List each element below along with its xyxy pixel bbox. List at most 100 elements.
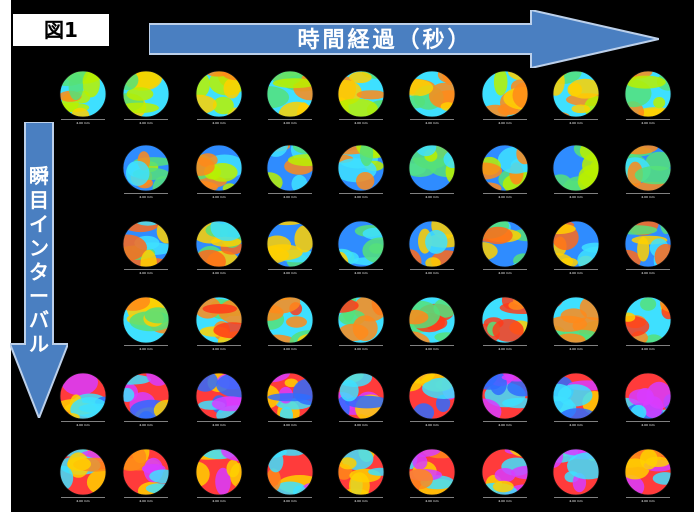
scale-label: 4.00 mm [641, 347, 655, 351]
scale-label: 4.00 mm [354, 423, 368, 427]
topography-map: 4.00 mm [266, 372, 314, 428]
scale-label: 4.00 mm [498, 499, 512, 503]
topography-map: 4.00 mm [59, 70, 107, 126]
scale-label: 4.00 mm [139, 423, 153, 427]
topography-map: 4.00 mm [552, 220, 600, 276]
figure-label: 図1 [13, 14, 109, 46]
topography-map: 4.00 mm [266, 448, 314, 504]
scale-label: 4.00 mm [498, 121, 512, 125]
topography-map: 4.00 mm [624, 448, 672, 504]
scale-label: 4.00 mm [212, 121, 226, 125]
topography-map: 4.00 mm [122, 70, 170, 126]
topography-map: 4.00 mm [481, 220, 529, 276]
scale-label: 4.00 mm [569, 499, 583, 503]
scale-label: 4.00 mm [569, 423, 583, 427]
scale-label: 4.00 mm [641, 271, 655, 275]
topography-map: 4.00 mm [337, 144, 385, 200]
topography-map: 4.00 mm [195, 448, 243, 504]
scale-label: 4.00 mm [76, 423, 90, 427]
scale-label: 4.00 mm [425, 347, 439, 351]
topography-map: 4.00 mm [481, 296, 529, 352]
topography-map: 4.00 mm [552, 372, 600, 428]
topography-map: 4.00 mm [552, 296, 600, 352]
scale-label: 4.00 mm [425, 271, 439, 275]
topography-map: 4.00 mm [195, 372, 243, 428]
scale-label: 4.00 mm [139, 121, 153, 125]
scale-label: 4.00 mm [569, 271, 583, 275]
topography-map: 4.00 mm [481, 70, 529, 126]
topography-map: 4.00 mm [408, 296, 456, 352]
topography-map: 4.00 mm [408, 372, 456, 428]
topography-map: 4.00 mm [122, 296, 170, 352]
topography-map: 4.00 mm [337, 448, 385, 504]
topography-map: 4.00 mm [266, 144, 314, 200]
time-axis-label: 時間経過（秒） [297, 28, 473, 53]
topography-map: 4.00 mm [481, 372, 529, 428]
scale-label: 4.00 mm [569, 195, 583, 199]
blink-interval-axis-label: 瞬目インターバル [29, 164, 49, 356]
topography-map: 4.00 mm [59, 448, 107, 504]
time-axis-arrow-shape [149, 10, 659, 68]
topography-map: 4.00 mm [59, 372, 107, 428]
scale-label: 4.00 mm [139, 271, 153, 275]
topography-map: 4.00 mm [552, 448, 600, 504]
scale-label: 4.00 mm [641, 423, 655, 427]
topography-map: 4.00 mm [122, 372, 170, 428]
topography-map: 4.00 mm [122, 144, 170, 200]
topography-map: 4.00 mm [552, 144, 600, 200]
scale-label: 4.00 mm [212, 195, 226, 199]
scale-label: 4.00 mm [498, 271, 512, 275]
topography-map: 4.00 mm [408, 220, 456, 276]
scale-label: 4.00 mm [569, 347, 583, 351]
topography-map: 4.00 mm [624, 70, 672, 126]
topography-map: 4.00 mm [624, 144, 672, 200]
scale-label: 4.00 mm [283, 423, 297, 427]
topography-map: 4.00 mm [266, 70, 314, 126]
topography-map: 4.00 mm [266, 296, 314, 352]
scale-label: 4.00 mm [283, 271, 297, 275]
scale-label: 4.00 mm [641, 195, 655, 199]
scale-label: 4.00 mm [139, 347, 153, 351]
topography-map: 4.00 mm [195, 144, 243, 200]
blink-interval-arrow-shape [10, 122, 68, 418]
scale-label: 4.00 mm [425, 195, 439, 199]
scale-label: 4.00 mm [354, 347, 368, 351]
scale-label: 4.00 mm [425, 423, 439, 427]
scale-label: 4.00 mm [354, 499, 368, 503]
scale-label: 4.00 mm [498, 423, 512, 427]
topography-map: 4.00 mm [266, 220, 314, 276]
scale-label: 4.00 mm [139, 499, 153, 503]
topography-map: 4.00 mm [337, 70, 385, 126]
topography-map: 4.00 mm [122, 220, 170, 276]
topography-map: 4.00 mm [195, 220, 243, 276]
scale-label: 4.00 mm [641, 499, 655, 503]
scale-label: 4.00 mm [498, 347, 512, 351]
scale-label: 4.00 mm [212, 271, 226, 275]
topography-map: 4.00 mm [195, 296, 243, 352]
scale-label: 4.00 mm [425, 121, 439, 125]
topography-map: 4.00 mm [337, 372, 385, 428]
time-axis-arrow [149, 10, 659, 68]
scale-label: 4.00 mm [569, 121, 583, 125]
topography-map: 4.00 mm [408, 448, 456, 504]
scale-label: 4.00 mm [498, 195, 512, 199]
scale-label: 4.00 mm [354, 195, 368, 199]
topography-map: 4.00 mm [481, 144, 529, 200]
scale-label: 4.00 mm [212, 423, 226, 427]
topography-map: 4.00 mm [337, 296, 385, 352]
topography-map: 4.00 mm [195, 70, 243, 126]
scale-label: 4.00 mm [283, 499, 297, 503]
scale-label: 4.00 mm [425, 499, 439, 503]
scale-label: 4.00 mm [212, 347, 226, 351]
topography-map: 4.00 mm [408, 144, 456, 200]
scale-label: 4.00 mm [354, 271, 368, 275]
scale-label: 4.00 mm [283, 195, 297, 199]
topography-map: 4.00 mm [624, 220, 672, 276]
scale-label: 4.00 mm [354, 121, 368, 125]
scale-label: 4.00 mm [641, 121, 655, 125]
scale-label: 4.00 mm [212, 499, 226, 503]
scale-label: 4.00 mm [283, 121, 297, 125]
scale-label: 4.00 mm [76, 499, 90, 503]
topography-map: 4.00 mm [337, 220, 385, 276]
topography-map: 4.00 mm [122, 448, 170, 504]
